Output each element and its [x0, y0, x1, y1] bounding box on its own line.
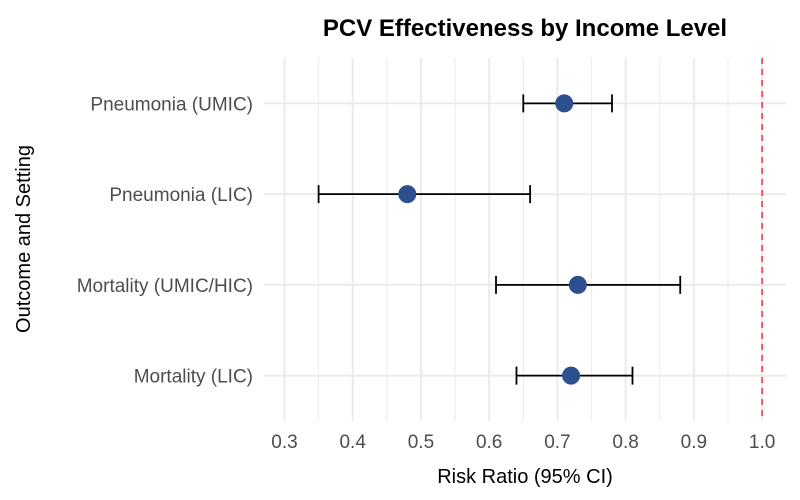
estimate-point: [398, 185, 417, 204]
x-tick-label: 0.6: [476, 432, 502, 453]
x-tick-label: 0.8: [612, 432, 638, 453]
x-tick-label: 0.9: [681, 432, 707, 453]
x-tick-label: 0.4: [339, 432, 366, 453]
y-tick-label: Pneumonia (UMIC): [90, 94, 253, 115]
y-tick-label: Mortality (LIC): [134, 367, 253, 388]
y-tick-label: Mortality (UMIC/HIC): [77, 276, 253, 297]
x-tick-labels: 0.3 0.4 0.5 0.6 0.7 0.8 0.9 1.0: [271, 432, 775, 453]
y-axis-label: Outcome and Setting: [13, 145, 35, 333]
x-tick-label: 1.0: [749, 432, 775, 453]
grid-lines: [264, 58, 786, 421]
estimate-point: [562, 366, 581, 385]
x-tick-label: 0.5: [408, 432, 434, 453]
estimate-point: [555, 94, 574, 113]
data-marks: [317, 94, 682, 385]
y-tick-label: Pneumonia (LIC): [109, 185, 253, 206]
x-tick-label: 0.3: [271, 432, 297, 453]
x-tick-label: 0.7: [544, 432, 570, 453]
estimate-point: [568, 275, 587, 294]
chart-title: PCV Effectiveness by Income Level: [323, 15, 727, 42]
y-tick-labels: Pneumonia (UMIC) Pneumonia (LIC) Mortality…: [77, 94, 253, 387]
x-axis-label: Risk Ratio (95% CI): [437, 466, 613, 488]
